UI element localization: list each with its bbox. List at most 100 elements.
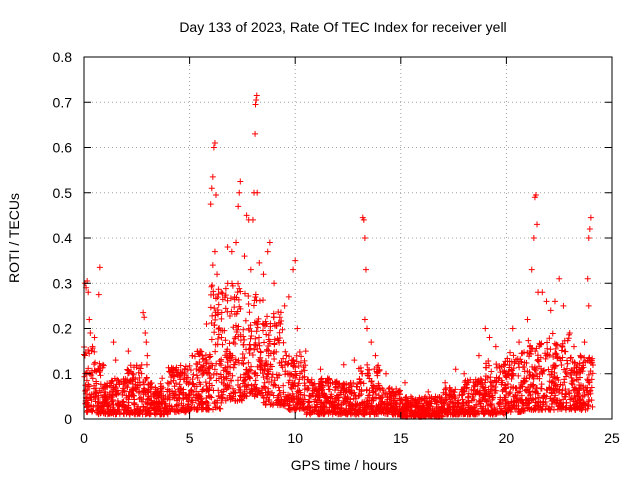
- data-point: [498, 405, 505, 412]
- data-point: [261, 339, 268, 346]
- data-point: [574, 403, 581, 410]
- data-point: [144, 352, 151, 359]
- data-point: [473, 401, 480, 408]
- data-point: [465, 390, 472, 397]
- data-point: [235, 333, 242, 340]
- data-point: [581, 339, 588, 346]
- data-point: [443, 389, 450, 396]
- x-axis-label: GPS time / hours: [291, 457, 398, 473]
- data-point: [209, 262, 216, 269]
- data-point: [215, 301, 222, 308]
- data-point: [468, 386, 475, 393]
- data-point: [275, 392, 282, 399]
- data-point: [586, 354, 593, 361]
- data-point: [248, 332, 255, 339]
- data-point: [563, 399, 570, 406]
- data-point: [241, 336, 248, 343]
- data-point: [525, 399, 532, 406]
- data-point: [113, 381, 120, 388]
- data-point: [213, 192, 219, 199]
- data-point: [471, 411, 478, 418]
- data-point: [260, 374, 267, 381]
- data-point: [177, 369, 184, 376]
- data-point: [84, 399, 91, 406]
- data-point: [95, 392, 102, 399]
- data-point: [218, 289, 225, 296]
- data-point: [557, 381, 564, 388]
- data-point: [342, 393, 349, 400]
- data-point: [132, 407, 139, 414]
- data-point: [558, 362, 565, 369]
- data-point: [242, 317, 249, 324]
- x-tick-label: 15: [393, 430, 409, 446]
- data-point: [245, 300, 252, 307]
- data-point: [229, 372, 236, 379]
- y-tick-label: 0.1: [53, 366, 73, 382]
- data-point: [499, 397, 506, 404]
- data-point: [136, 374, 143, 381]
- data-point: [535, 358, 542, 365]
- data-point: [495, 400, 502, 407]
- data-point: [371, 366, 378, 373]
- data-point: [363, 386, 370, 393]
- data-point: [375, 362, 382, 369]
- data-point: [464, 394, 471, 401]
- data-point: [284, 361, 291, 368]
- data-point: [366, 366, 373, 373]
- data-point: [169, 366, 176, 373]
- data-point: [518, 408, 525, 415]
- data-point: [231, 304, 238, 311]
- data-point: [217, 358, 224, 365]
- data-point: [506, 390, 513, 397]
- data-point: [376, 367, 383, 374]
- data-point: [553, 342, 560, 349]
- data-point: [511, 360, 518, 367]
- data-point: [356, 376, 363, 383]
- data-point: [539, 289, 546, 296]
- data-point: [87, 406, 94, 413]
- data-point: [576, 360, 583, 367]
- data-point: [493, 411, 500, 418]
- data-point: [234, 289, 241, 296]
- data-point: [366, 392, 373, 399]
- data-point: [530, 235, 537, 241]
- data-point: [209, 282, 216, 289]
- data-point: [441, 405, 448, 412]
- data-point: [381, 390, 388, 397]
- data-point: [199, 368, 206, 375]
- data-point: [301, 367, 308, 374]
- data-point: [455, 400, 462, 407]
- data-point: [254, 318, 261, 325]
- data-point: [551, 394, 558, 401]
- data-point: [96, 264, 103, 271]
- data-point: [530, 381, 537, 388]
- data-point: [560, 403, 567, 410]
- data-point: [226, 355, 233, 362]
- data-point: [186, 362, 193, 369]
- data-point: [260, 271, 267, 278]
- data-point: [296, 348, 303, 355]
- data-point: [252, 381, 259, 388]
- data-point: [331, 399, 338, 406]
- data-point: [402, 396, 409, 403]
- data-point: [505, 368, 512, 375]
- data-point: [171, 383, 178, 390]
- data-point: [402, 412, 409, 419]
- data-point: [504, 358, 511, 365]
- data-point: [208, 382, 215, 389]
- data-point: [92, 393, 99, 400]
- data-point: [407, 393, 414, 400]
- data-point: [102, 391, 109, 398]
- data-point: [510, 402, 517, 409]
- chart-title: Day 133 of 2023, Rate Of TEC Index for r…: [179, 19, 506, 35]
- data-point: [153, 398, 160, 405]
- data-point: [227, 364, 234, 371]
- data-point: [544, 339, 551, 346]
- data-point: [190, 381, 197, 388]
- data-point: [252, 386, 259, 393]
- data-point: [236, 189, 243, 196]
- data-point: [271, 381, 278, 388]
- data-point: [166, 380, 173, 387]
- data-point: [299, 396, 306, 403]
- data-point: [210, 371, 217, 378]
